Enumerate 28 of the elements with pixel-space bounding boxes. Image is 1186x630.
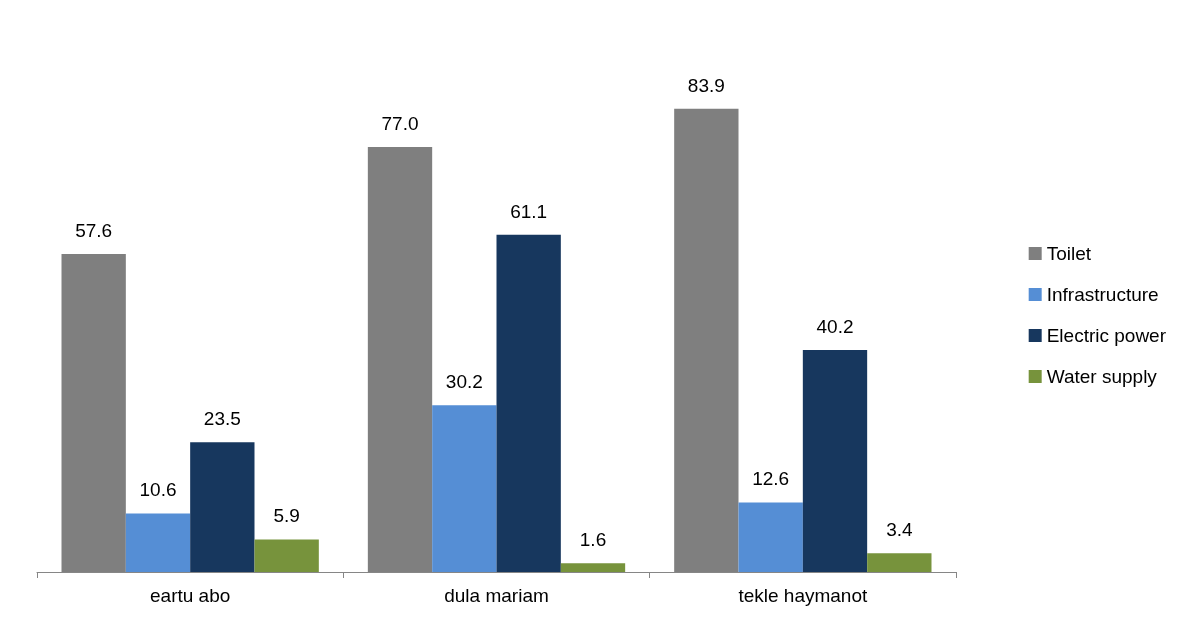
x-tick-label: dula mariam [444,585,549,606]
data-label: 1.6 [579,529,607,551]
data-label: 12.6 [752,468,790,490]
data-label: 5.9 [273,505,300,527]
bar [738,502,803,572]
bar [560,563,626,572]
bar [125,513,191,572]
legend-label: Toilet [1046,243,1092,264]
bar [254,539,319,572]
x-tick-label: tekle haymanot [738,585,868,606]
data-label: 57.6 [75,220,113,242]
legend-label: Water supply [1046,366,1158,387]
data-label: 10.6 [139,479,177,501]
bar [190,442,255,572]
data-label: 30.2 [445,371,483,393]
bar [432,405,497,572]
bar [802,350,868,572]
data-label: 3.4 [886,519,913,541]
bar [867,553,932,572]
data-label: 61.1 [510,200,548,222]
x-tick-label: eartu abo [150,585,231,606]
legend-label: Electric power [1046,325,1167,346]
data-label: 23.5 [203,408,241,430]
data-label: 83.9 [687,74,725,96]
data-label: 77.0 [381,112,419,134]
data-label: 40.2 [816,316,854,338]
bar [496,234,561,572]
legend-label: Infrastructure [1046,284,1159,305]
